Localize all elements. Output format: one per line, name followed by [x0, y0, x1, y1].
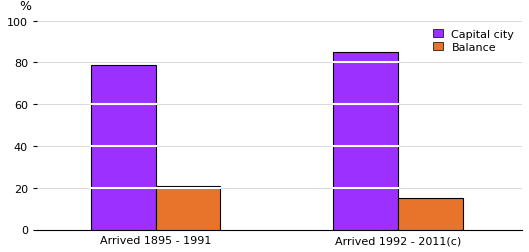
Legend: Capital city, Balance: Capital city, Balance [430, 27, 516, 55]
Bar [398, 198, 463, 230]
Bar [156, 186, 220, 230]
Bar [333, 53, 398, 230]
Y-axis label: %: % [19, 1, 31, 13]
Bar [91, 65, 156, 230]
